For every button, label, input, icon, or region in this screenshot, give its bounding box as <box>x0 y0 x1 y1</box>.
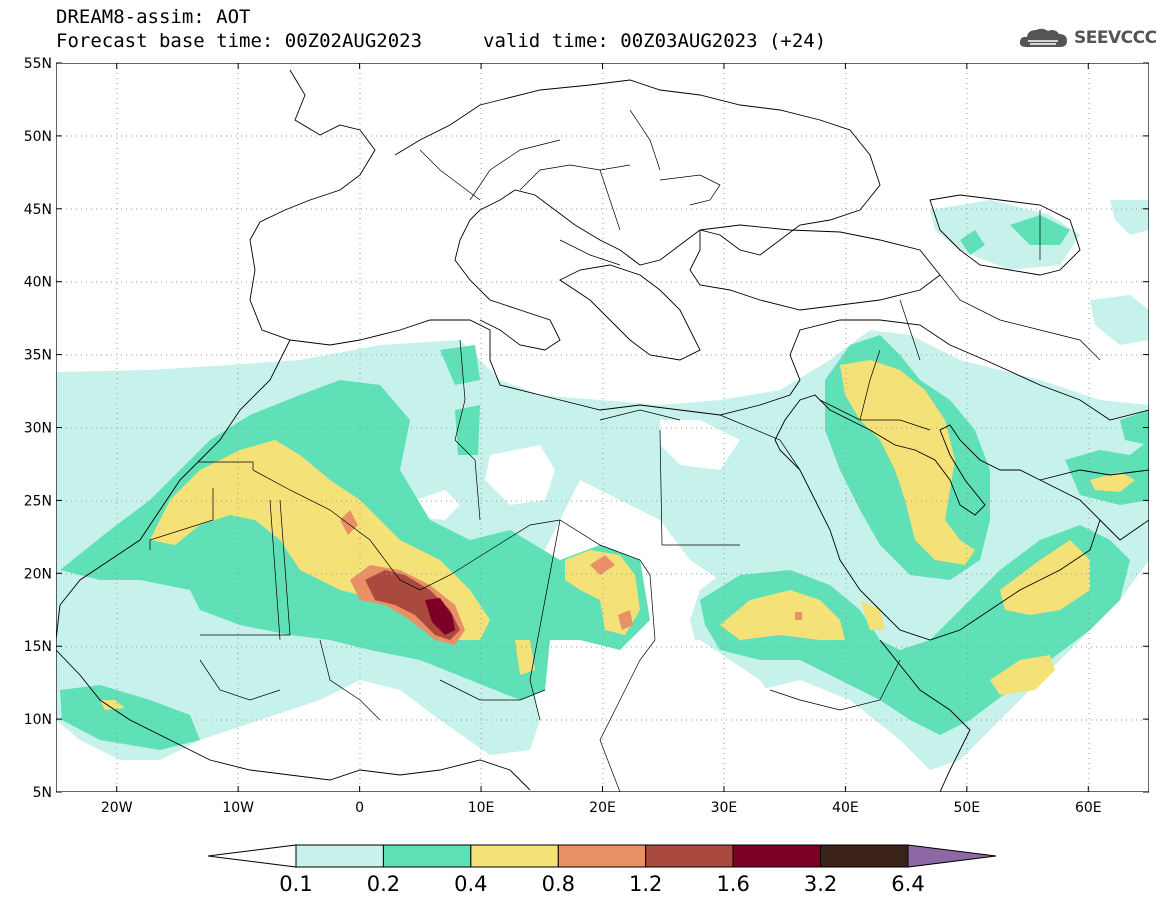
seevccc-logo: SEEVCCC <box>1018 25 1157 51</box>
lat-tick-label: 20N <box>24 566 52 582</box>
lon-tick-label: 0 <box>355 800 364 816</box>
aot-clear-areas <box>415 420 800 792</box>
colorbar-lower-extension <box>207 844 297 868</box>
lon-tick-label: 20W <box>101 800 133 816</box>
map-title: DREAM8-assim: AOT <box>56 6 251 28</box>
colorbar-swatch <box>557 844 647 868</box>
lat-tick-label: 25N <box>24 493 52 509</box>
lat-tick-label: 35N <box>24 348 52 364</box>
lon-tick-label: 10E <box>468 800 495 816</box>
colorbar-label: 0.8 <box>542 872 575 896</box>
colorbar-label: 1.2 <box>629 872 662 896</box>
valid-time: valid time: 00Z03AUG2023 (+24) <box>483 30 827 52</box>
colorbar-label: 1.6 <box>716 872 749 896</box>
lat-tick-label: 55N <box>24 56 52 72</box>
lon-tick-label: 30E <box>711 800 738 816</box>
map-gridlines <box>56 63 1149 792</box>
colorbar-swatch <box>645 844 734 868</box>
lon-tick-label: 20E <box>589 800 616 816</box>
lat-tick-label: 50N <box>24 129 52 145</box>
forecast-base-time: Forecast base time: 00Z02AUG2023 <box>56 30 423 52</box>
colorbar: 0.1 0.2 0.4 0.8 1.2 1.6 3.2 6.4 <box>207 844 997 896</box>
longitude-axis: 20W 10W 0 10E 20E 30E 40E 50E 60E <box>101 63 1102 816</box>
lat-tick-label: 40N <box>24 275 52 291</box>
colorbar-label: 0.4 <box>454 872 487 896</box>
colorbar-upper-extension <box>907 844 997 868</box>
aot-level-1.6 <box>425 598 455 635</box>
country-borders <box>149 109 1101 792</box>
lat-tick-label: 30N <box>24 421 52 437</box>
lon-tick-label: 40E <box>832 800 859 816</box>
lon-tick-label: 60E <box>1075 800 1102 816</box>
colorbar-swatch <box>820 844 909 868</box>
coastlines-borders <box>56 69 1149 792</box>
lat-tick-label: 5N <box>33 785 52 801</box>
lat-tick-label: 15N <box>24 639 52 655</box>
cloud-icon <box>1019 28 1067 47</box>
logo-text: SEEVCCC <box>1074 28 1157 48</box>
lat-tick-label: 10N <box>24 712 52 728</box>
colorbar-swatch <box>732 844 822 868</box>
colorbar-label: 3.2 <box>804 872 837 896</box>
latitude-axis: 55N 50N 45N 40N 35N 30N 25N 20N 15N 10N 5N <box>24 56 1149 801</box>
colorbar-label: 0.2 <box>367 872 400 896</box>
colorbar-swatch <box>470 844 559 868</box>
colorbar-label: 0.1 <box>279 872 312 896</box>
lon-tick-label: 50E <box>953 800 980 816</box>
colorbar-swatch <box>382 844 472 868</box>
colorbar-label: 6.4 <box>891 872 924 896</box>
aot-field <box>56 63 1149 792</box>
lat-tick-label: 45N <box>24 202 52 218</box>
colorbar-swatch <box>295 844 384 868</box>
lon-tick-label: 10W <box>222 800 254 816</box>
